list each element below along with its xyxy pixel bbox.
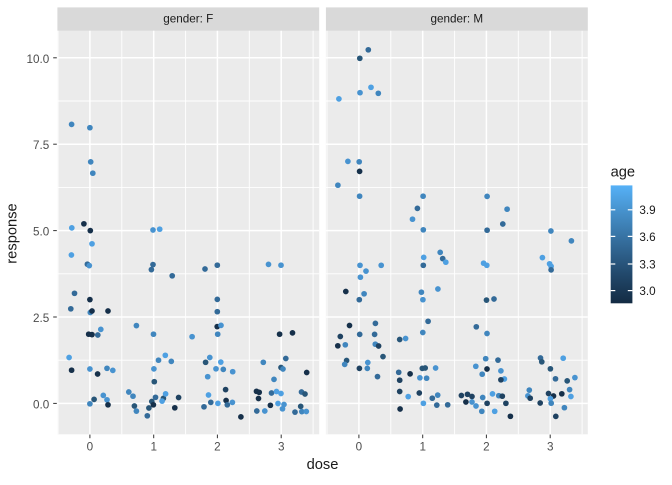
svg-text:1: 1	[150, 440, 157, 453]
svg-text:gender: M: gender: M	[430, 13, 483, 26]
svg-text:0: 0	[87, 440, 94, 453]
svg-text:gender: F: gender: F	[163, 13, 213, 26]
svg-text:0.0: 0.0	[33, 398, 50, 411]
svg-text:10.0: 10.0	[27, 53, 50, 66]
svg-text:3: 3	[278, 440, 285, 453]
svg-text:3.3: 3.3	[639, 258, 655, 271]
svg-text:1: 1	[419, 440, 426, 453]
svg-text:response: response	[5, 203, 21, 263]
svg-text:2: 2	[214, 440, 221, 453]
svg-text:3.9: 3.9	[639, 204, 655, 217]
svg-text:3.6: 3.6	[639, 231, 655, 244]
svg-text:2.5: 2.5	[33, 312, 50, 325]
svg-text:3: 3	[547, 440, 554, 453]
svg-text:age: age	[611, 165, 636, 181]
svg-text:7.5: 7.5	[33, 139, 50, 152]
svg-text:2: 2	[483, 440, 490, 453]
svg-text:5.0: 5.0	[33, 226, 50, 239]
svg-text:0: 0	[356, 440, 363, 453]
svg-text:3.0: 3.0	[639, 285, 656, 298]
svg-text:dose: dose	[307, 457, 339, 473]
